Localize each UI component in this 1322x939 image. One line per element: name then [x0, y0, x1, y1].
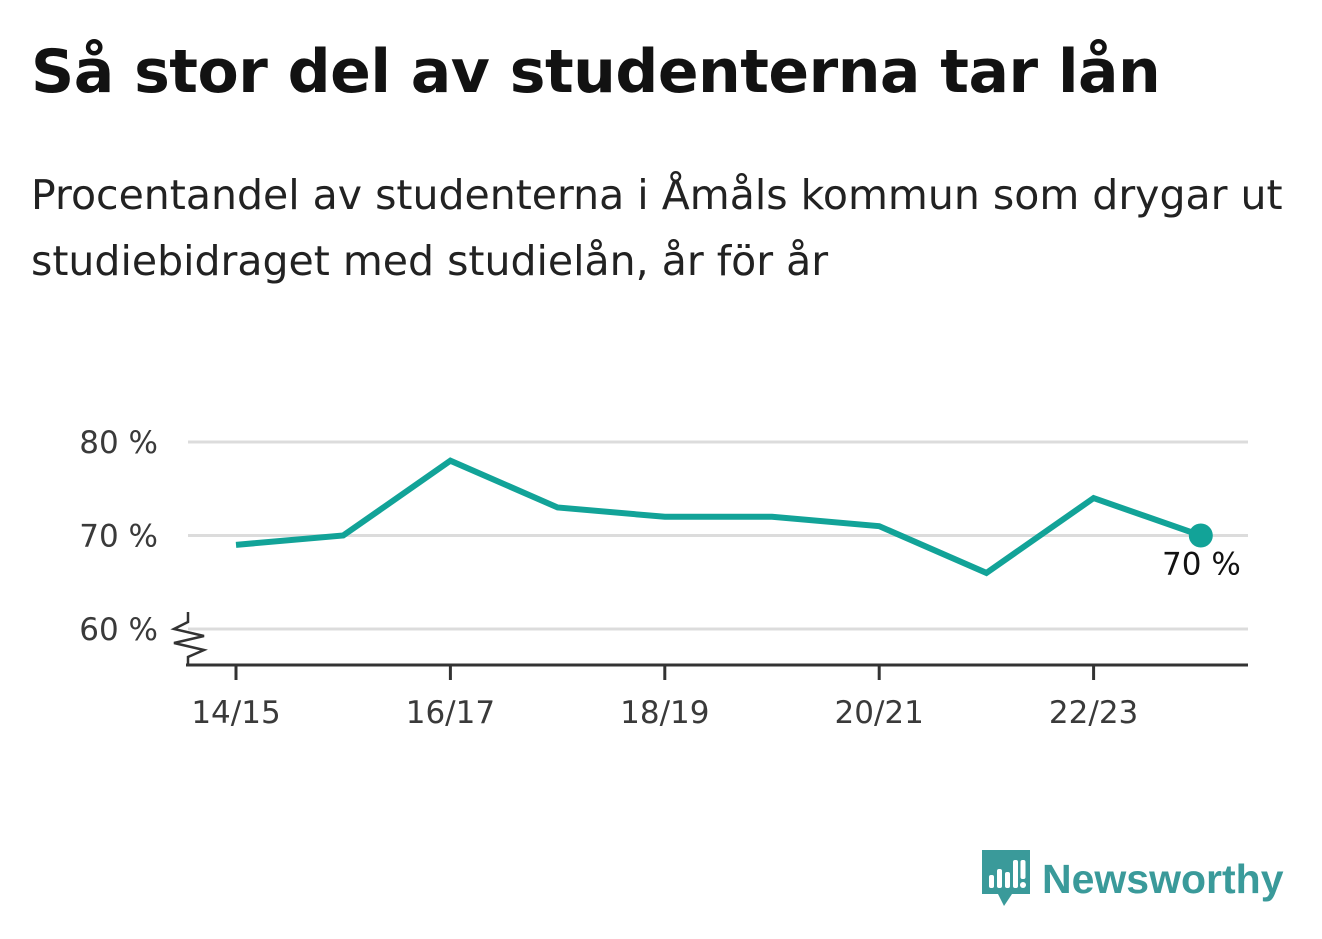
newsworthy-logo: Newsworthy	[980, 848, 1284, 910]
chart-subtitle: Procentandel av studenterna i Åmåls komm…	[31, 171, 1283, 285]
y-axis-break	[170, 612, 208, 665]
y-tick-label: 80 %	[79, 425, 158, 461]
y-tick-label: 70 %	[79, 519, 158, 555]
gridlines	[188, 440, 1248, 631]
end-point-marker	[1188, 523, 1213, 548]
x-tick-label: 22/23	[1049, 695, 1138, 731]
x-tick-label: 18/19	[620, 695, 709, 731]
x-tick-label: 20/21	[835, 695, 924, 731]
x-axis-ticks: 14/15 16/17 18/19 20/21 22/23	[191, 665, 1138, 731]
series-line	[235, 457, 1202, 577]
x-tick-label: 14/15	[191, 695, 280, 731]
y-tick-label: 60 %	[79, 612, 158, 648]
bar-chart-speech-bubble-icon	[982, 850, 1030, 906]
chart-title: Så stor del av studenterna tar lån	[31, 37, 1161, 107]
y-axis-ticks: 60 % 70 % 80 %	[79, 425, 158, 648]
axis-break-zigzag	[170, 612, 208, 665]
end-value-label: 70 %	[1162, 547, 1241, 583]
x-tick-label: 16/17	[406, 695, 495, 731]
brand-name: Newsworthy	[1042, 855, 1284, 902]
